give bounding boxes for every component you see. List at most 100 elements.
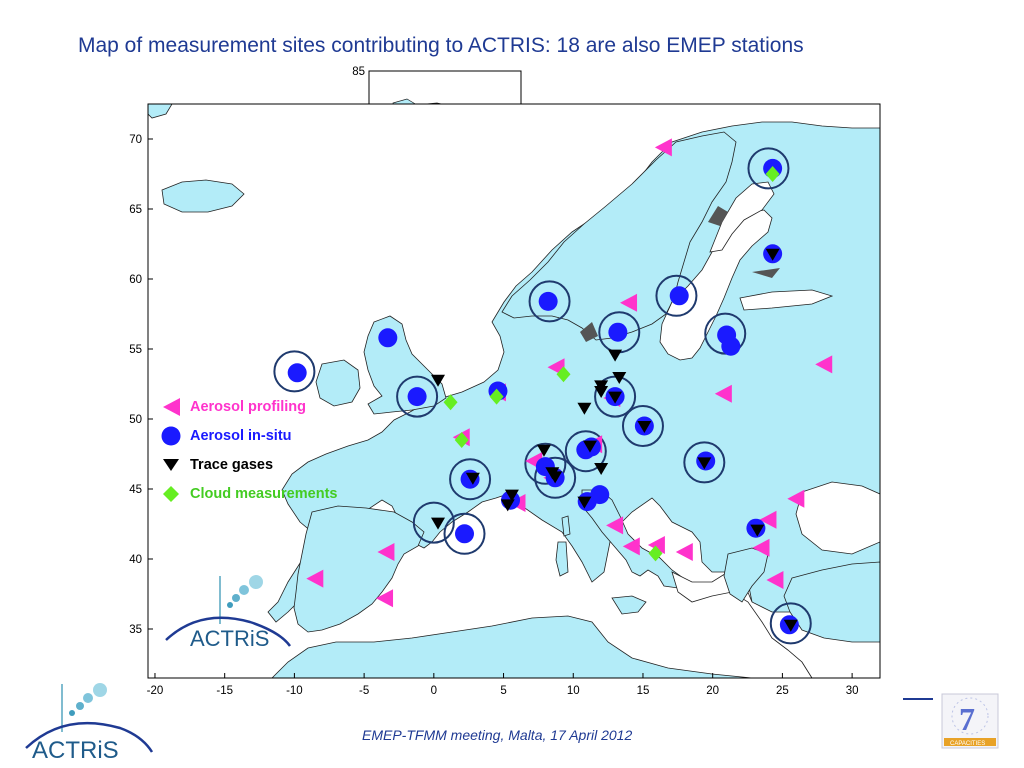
aerosol-profiling-site: [766, 571, 784, 589]
aerosol-profiling-site: [376, 589, 394, 608]
emep-station-circle: [621, 405, 664, 447]
trace-gases-site: [608, 349, 623, 362]
fp7-capacities-logo: 7 CAPACITIES: [941, 693, 999, 749]
fp7-mark: 7: [959, 701, 975, 737]
trace-gases-site: [594, 463, 609, 475]
y-tick-label: 40: [129, 554, 142, 566]
aerosol-profiling-site: [787, 489, 805, 508]
trace-gases-site: [500, 499, 515, 512]
x-tick-label: -5: [359, 685, 369, 697]
actris-logo-footer: ACTRiS: [25, 683, 154, 764]
aerosol-profiling-site: [752, 538, 770, 557]
trace-gases-site: [582, 440, 597, 453]
trace-gases-site: [594, 386, 609, 398]
x-tick-label: 15: [637, 685, 650, 697]
aerosol-in-situ-site: [608, 322, 628, 342]
legend-item-trace-gases: Trace gases: [160, 450, 380, 479]
aerosol-in-situ-site: [407, 387, 427, 407]
legend-label: Aerosol in-situ: [190, 427, 292, 444]
aerosol-profiling-site: [654, 138, 672, 157]
emep-station-circle: [534, 456, 577, 499]
diamond-icon: [163, 485, 179, 502]
y-tick-label: 35: [129, 624, 142, 636]
left-triangle-icon: [163, 397, 180, 416]
aerosol-profiling-site: [306, 569, 324, 588]
x-tick-label: 5: [500, 685, 506, 697]
footer-caption: EMEP-TFMM meeting, Malta, 17 April 2012: [362, 727, 633, 743]
map-legend: Aerosol profiling Aerosol in-situ Trace …: [160, 392, 380, 508]
aerosol-in-situ-site: [378, 328, 398, 348]
legend-label: Aerosol profiling: [190, 398, 306, 415]
cloud-measurements-site: [765, 166, 780, 182]
aerosol-in-situ-site: [721, 336, 741, 356]
legend-label: Cloud measurements: [190, 485, 338, 502]
main-map-europe: -20 -15 -10 -5 0 5 10 15 20 25 30 70 65 60 55 50 45 40 35: [129, 103, 881, 697]
trace-gases-site: [765, 248, 780, 261]
emep-station-circle: [449, 458, 492, 501]
trace-gases-site: [637, 421, 652, 433]
aerosol-profiling-site: [606, 516, 624, 535]
aerosol-profiling-site: [377, 543, 395, 561]
emep-station-circle: [747, 147, 790, 190]
legend-item-aerosol-in-situ: Aerosol in-situ: [160, 421, 380, 450]
y-tick-label: 70: [129, 134, 142, 146]
y-tick-label: 65: [129, 204, 142, 216]
aerosol-profiling-site: [714, 384, 732, 403]
emep-station-circle: [655, 274, 698, 317]
actris-logo-footer-text: ACTRiS: [32, 737, 119, 764]
y-tick-label: 55: [129, 344, 142, 356]
aerosol-profiling-site: [815, 355, 833, 374]
trace-gases-site: [548, 471, 563, 484]
aerosol-profiling-site: [620, 293, 638, 312]
trace-gases-site: [612, 372, 627, 384]
emep-station-circle: [683, 441, 726, 484]
inset-y-tick-label: 85: [352, 66, 365, 78]
x-tick-label: 30: [846, 685, 859, 697]
legend-item-aerosol-profiling: Aerosol profiling: [160, 392, 380, 421]
y-tick-label: 50: [129, 414, 142, 426]
emep-station-circle: [443, 512, 486, 555]
aerosol-in-situ-site: [455, 524, 475, 544]
trace-gases-site: [465, 472, 480, 485]
aerosol-profiling-site: [647, 536, 665, 554]
page-title: Map of measurement sites contributing to…: [78, 34, 804, 57]
aerosol-profiling-site: [622, 537, 640, 556]
aerosol-profiling-site: [759, 510, 777, 529]
x-tick-label: 10: [567, 685, 580, 697]
emep-station-circle: [769, 602, 812, 645]
cloud-measurements-site: [489, 388, 504, 405]
cloud-measurements-site: [556, 366, 571, 383]
x-tick-label: -10: [286, 685, 303, 697]
emep-station-circle: [564, 430, 607, 473]
trace-gases-site: [750, 524, 765, 537]
x-tick-label: 20: [706, 685, 719, 697]
trace-gases-site: [431, 374, 446, 387]
x-tick-label: -20: [147, 685, 164, 697]
trace-gases-site: [431, 517, 446, 530]
aerosol-in-situ-site: [590, 485, 610, 505]
actris-logo-text: ACTRiS: [190, 626, 269, 651]
aerosol-in-situ-site: [538, 291, 558, 311]
emep-station-circle: [528, 280, 571, 323]
legend-item-cloud-measurements: Cloud measurements: [160, 479, 380, 508]
y-tick-label: 60: [129, 274, 142, 286]
trace-gases-site: [577, 402, 592, 415]
fp7-caption: CAPACITIES: [950, 741, 985, 747]
trace-gases-site: [504, 489, 519, 502]
circle-icon: [161, 426, 181, 445]
x-tick-label: 25: [776, 685, 789, 697]
down-triangle-icon: [163, 458, 179, 471]
emep-station-circle: [396, 375, 439, 418]
trace-gases-site: [536, 444, 551, 457]
emep-station-circle: [412, 501, 455, 544]
legend-label: Trace gases: [190, 456, 274, 473]
emep-station-circle: [273, 350, 316, 393]
x-tick-label: 0: [431, 685, 437, 697]
x-tick-label: -15: [216, 685, 233, 697]
trace-gases-site: [783, 619, 798, 632]
cloud-measurements-site: [454, 432, 469, 448]
trace-gases-site: [577, 496, 592, 509]
aerosol-profiling-site: [675, 543, 693, 561]
trace-gases-site: [697, 457, 712, 470]
footer-divider: [903, 698, 933, 700]
